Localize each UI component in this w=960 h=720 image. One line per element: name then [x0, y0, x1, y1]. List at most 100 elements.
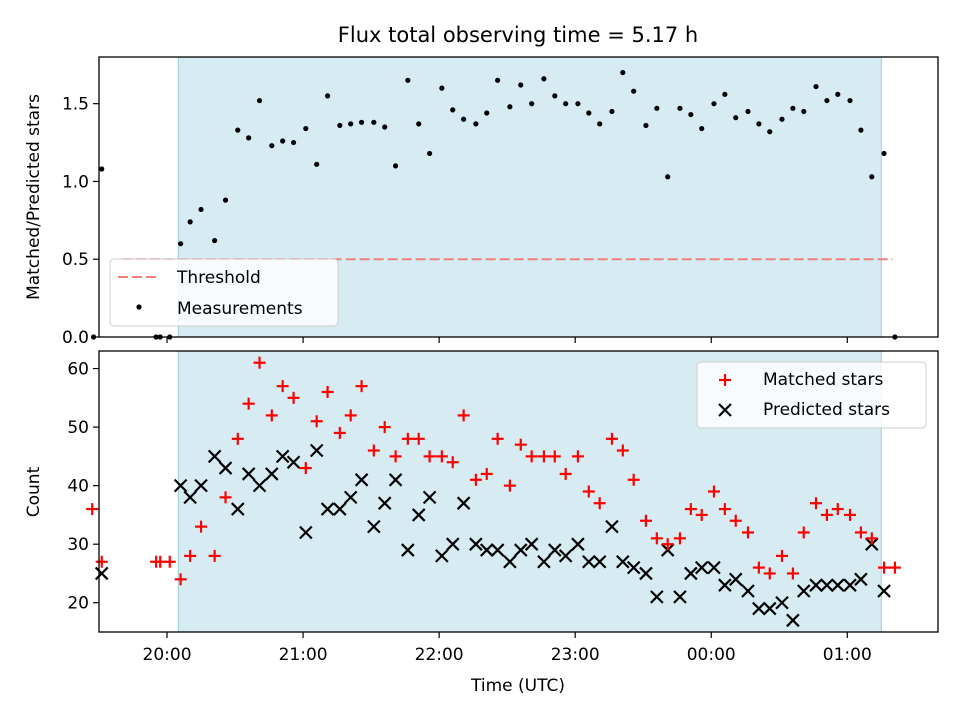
- predicted-star-marker: [354, 473, 369, 487]
- matched-star-marker: [265, 409, 278, 422]
- predicted-star-marker: [571, 537, 585, 551]
- predicted-star-marker: [388, 473, 403, 487]
- x-tick-label: 23:00: [551, 645, 600, 665]
- measurement-point: [756, 121, 762, 127]
- measurement-point: [620, 69, 626, 76]
- measurement-point: [563, 101, 569, 107]
- matched-star-markers: [86, 356, 901, 586]
- legend-predicted-label: Predicted stars: [763, 400, 890, 420]
- y-tick-label: 50: [67, 418, 89, 438]
- predicted-star-marker: [265, 467, 279, 481]
- measurement-point: [392, 163, 399, 169]
- predicted-star-marker: [173, 478, 188, 493]
- predicted-star-marker: [843, 578, 857, 592]
- measurement-point: [337, 122, 343, 129]
- measurement-point: [246, 135, 252, 141]
- ratio-panel: 0.0 0.5 1.0 1.5 Matched/Predicted stars Thr…: [24, 56, 939, 348]
- ratio-x-ticks: [166, 337, 848, 343]
- predicted-star-marker: [673, 590, 687, 604]
- predicted-star-marker: [286, 455, 301, 470]
- count-x-ticks: 20:00 21:00 22:00 23:00 00:00 01:00: [143, 632, 872, 665]
- count-y-label: Count: [24, 466, 44, 517]
- predicted-star-marker: [616, 554, 630, 569]
- matched-star-marker: [174, 573, 187, 586]
- predicted-star-marker: [299, 525, 313, 540]
- y-tick-label: 60: [67, 360, 89, 380]
- measurement-point: [745, 108, 751, 115]
- predicted-star-marker: [194, 478, 208, 493]
- predicted-star-marker: [411, 508, 426, 522]
- legend-measurements-swatch: [136, 304, 142, 310]
- measurement-point: [256, 97, 263, 104]
- measurement-point: [371, 119, 377, 125]
- matched-star-marker: [503, 479, 516, 492]
- matched-star-marker: [401, 432, 414, 445]
- measurement-point: [303, 125, 309, 132]
- predicted-star-marker: [343, 490, 358, 505]
- measurement-point: [881, 150, 887, 157]
- measurement-point: [722, 91, 728, 97]
- matched-star-marker: [231, 432, 244, 445]
- matched-star-marker: [820, 508, 833, 521]
- measurement-point: [779, 116, 785, 122]
- measurement-point: [314, 161, 320, 167]
- predicted-star-marker: [877, 584, 891, 598]
- measurement-point: [450, 107, 456, 113]
- matched-star-marker: [287, 391, 300, 404]
- predicted-star-marker: [320, 502, 335, 516]
- predicted-star-marker: [694, 560, 709, 575]
- measurement-point: [290, 139, 297, 146]
- matched-star-marker: [718, 503, 731, 516]
- predicted-star-marker: [796, 584, 811, 598]
- matched-star-marker: [242, 397, 255, 410]
- predicted-star-marker: [230, 502, 245, 516]
- predicted-star-marker: [762, 601, 777, 616]
- matched-star-marker: [412, 432, 425, 445]
- legend-threshold-label: Threshold: [176, 268, 261, 288]
- y-tick-label: 0.5: [62, 250, 89, 270]
- predicted-star-marker: [830, 578, 845, 592]
- predicted-star-marker: [377, 496, 392, 510]
- predicted-star-marker: [218, 461, 233, 475]
- predicted-star-marker: [207, 449, 222, 464]
- predicted-star-marker: [309, 443, 324, 458]
- measurement-point: [99, 166, 105, 172]
- matched-star-marker: [695, 508, 708, 521]
- matched-star-marker: [616, 444, 629, 457]
- measurement-point: [495, 77, 501, 83]
- measurement-point: [235, 127, 241, 133]
- predicted-star-marker: [809, 578, 823, 592]
- matched-star-marker: [639, 514, 652, 527]
- y-tick-label: 20: [67, 594, 89, 614]
- matched-star-marker: [491, 432, 504, 445]
- matched-star-marker: [878, 561, 891, 574]
- matched-star-marker: [86, 503, 99, 516]
- predicted-star-marker: [524, 537, 539, 551]
- measurement-point: [358, 119, 365, 125]
- matched-star-marker: [95, 555, 108, 568]
- predicted-star-marker: [639, 566, 653, 581]
- predicted-star-marker: [252, 478, 267, 493]
- matched-star-marker: [333, 426, 346, 439]
- count-panel: 20 30 40 50 60 20:00 21:00 22:00 23:00 00:00 01:0…: [24, 350, 939, 665]
- predicted-star-markers: [94, 443, 891, 628]
- measurement-point: [665, 174, 671, 180]
- matched-star-marker: [253, 356, 266, 369]
- predicted-star-marker: [183, 490, 197, 505]
- matched-star-marker: [321, 385, 334, 398]
- matched-star-marker: [208, 549, 221, 562]
- y-tick-label: 40: [67, 477, 89, 497]
- matched-star-marker: [219, 491, 232, 504]
- matched-star-marker: [299, 462, 312, 475]
- matched-star-marker: [195, 520, 208, 533]
- matched-star-marker: [741, 526, 754, 539]
- matched-star-marker: [469, 473, 482, 486]
- matched-star-marker: [582, 485, 595, 498]
- predicted-star-marker: [786, 613, 800, 628]
- measurement-point: [643, 122, 649, 129]
- predicted-star-marker: [728, 572, 743, 587]
- matched-star-marker: [537, 450, 550, 463]
- ratio-legend: Threshold Measurements: [109, 258, 339, 327]
- measurement-point: [187, 219, 193, 225]
